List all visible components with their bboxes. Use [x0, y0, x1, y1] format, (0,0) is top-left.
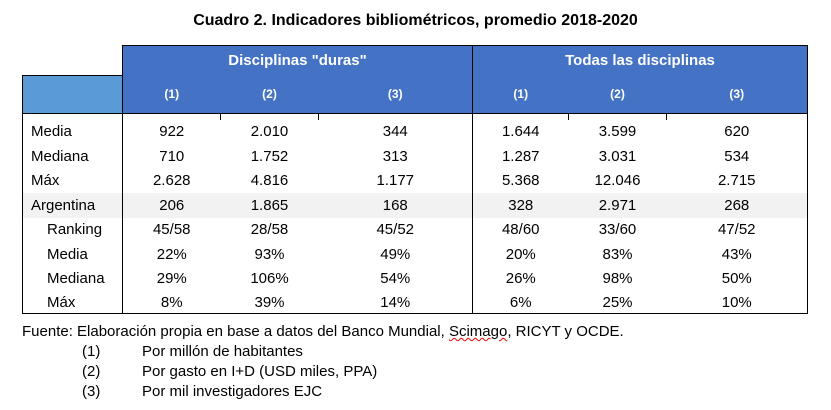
table-cell: 3.599	[598, 123, 637, 141]
row-label: Media	[22, 242, 123, 267]
footnotes: Fuente: Elaboración propia en base a dat…	[22, 322, 624, 402]
table-cell: 922	[122, 119, 221, 144]
spacer-cell	[472, 113, 569, 120]
table-row: Mediana 710 1.752 313 1.287 3.031 534	[22, 144, 808, 169]
table-cell: 98%	[602, 270, 633, 288]
table-row: Máx 2.628 4.816 1.177 5.368 12.046 2.715	[22, 168, 808, 193]
table-cell: 2.010	[250, 123, 289, 141]
table-cell: 29%	[122, 266, 221, 291]
spacer-cell	[666, 113, 808, 120]
row-label: Mediana	[22, 266, 123, 291]
table-cell: 10%	[666, 291, 808, 314]
table-cell: 268	[666, 193, 808, 218]
table-cell: 620	[666, 119, 808, 144]
table-cell: 5.368	[472, 168, 569, 193]
table-cell: 2.971	[568, 193, 667, 218]
table-title: Cuadro 2. Indicadores bibliométricos, pr…	[193, 12, 638, 29]
table-row: Máx 8% 39% 14% 6% 25% 10%	[22, 291, 808, 314]
source-note: Fuente: Elaboración propia en base a dat…	[22, 323, 624, 340]
table-cell: 1.177	[376, 172, 415, 190]
table-row: Media 922 2.010 344 1.644 3.599 620	[22, 119, 808, 144]
table-cell: 33/60	[598, 221, 637, 239]
table-cell: 8%	[122, 291, 221, 314]
subcol-header: (3)	[666, 75, 808, 114]
row-label: Media	[22, 119, 123, 144]
table-cell: 1.287	[472, 144, 569, 169]
row-label: Mediana	[22, 144, 123, 169]
table-cell: 45/52	[376, 221, 415, 239]
row-label: Máx	[22, 168, 123, 193]
table-cell: 1.752	[250, 147, 289, 165]
table-cell: 106%	[250, 270, 289, 288]
spacer-cell	[568, 113, 667, 120]
table-cell: 48/60	[472, 217, 569, 242]
subcol-header: (1)	[122, 75, 221, 114]
table-cell: 93%	[254, 245, 285, 263]
label-header-cell	[22, 74, 123, 114]
subcol-header: (3)	[318, 75, 473, 114]
group-header-todas: Todas las disciplinas	[472, 45, 808, 75]
table-cell: 168	[318, 193, 473, 218]
group-header-duras: Disciplinas "duras"	[122, 45, 473, 75]
spacer-cell	[122, 113, 221, 120]
indicators-table: Disciplinas "duras" Todas las disciplina…	[22, 45, 808, 314]
table-cell: 49%	[380, 245, 411, 263]
table-cell: 4.816	[250, 172, 289, 190]
table-cell: 1.865	[220, 193, 319, 218]
table-cell: 43%	[666, 242, 808, 267]
table-cell: 6%	[472, 291, 569, 314]
note-1: (1) Por millón de habitantes	[82, 343, 303, 360]
spacer-cell	[318, 113, 473, 120]
subcol-header: (1)	[472, 75, 569, 114]
table-cell: 25%	[568, 291, 667, 314]
subcol-header: (2)	[220, 75, 319, 114]
table-cell: 710	[122, 144, 221, 169]
table-cell: 39%	[220, 291, 319, 314]
table-cell: 26%	[472, 266, 569, 291]
table-cell: 206	[122, 193, 221, 218]
table-row: Media 22% 93% 49% 20% 83% 43%	[22, 242, 808, 267]
table-cell: 3.031	[598, 147, 637, 165]
table-cell: 14%	[318, 291, 473, 314]
table-cell: 2.628	[122, 168, 221, 193]
table-row: Argentina 206 1.865 168 328 2.971 268	[22, 193, 808, 218]
table-cell: 22%	[122, 242, 221, 267]
table-cell: 20%	[472, 242, 569, 267]
table-cell: 28/58	[250, 221, 289, 239]
table-cell: 1.644	[472, 119, 569, 144]
row-label: Máx	[22, 291, 123, 314]
spacer-cell	[22, 113, 123, 120]
table-cell: 328	[472, 193, 569, 218]
table-cell: 2.715	[666, 168, 808, 193]
note-3: (3) Por mil investigadores EJC	[82, 383, 323, 400]
subcol-header: (2)	[568, 75, 667, 114]
table-cell: 534	[666, 144, 808, 169]
row-label: Argentina	[22, 193, 123, 218]
table-cell: 344	[382, 123, 408, 141]
table-cell: 47/52	[666, 217, 808, 242]
spacer-cell	[220, 113, 319, 120]
table-row: Mediana 29% 106% 54% 26% 98% 50%	[22, 266, 808, 291]
note-2: (2) Por gasto en I+D (USD miles, PPA)	[82, 363, 378, 380]
table-cell: 83%	[602, 245, 633, 263]
table-cell: 45/58	[122, 217, 221, 242]
table-row: Ranking 45/58 28/58 45/52 48/60 33/60 47/52	[22, 217, 808, 242]
table-cell: 50%	[666, 266, 808, 291]
table-cell: 12.046	[594, 172, 641, 190]
row-label: Ranking	[22, 217, 123, 242]
table-cell: 313	[382, 147, 408, 165]
table-cell: 54%	[380, 270, 411, 288]
